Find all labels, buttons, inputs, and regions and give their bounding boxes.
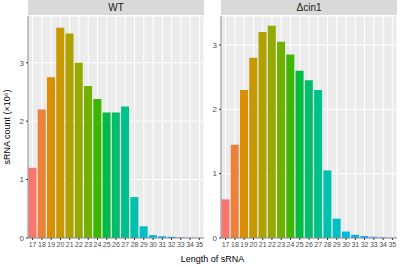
svg-text:20: 20 [57,241,65,248]
svg-text:21: 21 [259,241,267,248]
svg-text:32: 32 [361,241,369,248]
svg-text:25: 25 [296,241,304,248]
svg-text:22: 22 [268,241,276,248]
html-text:Length of sRNA: Length of sRNA [180,254,245,264]
svg-text:0: 0 [213,234,218,243]
svg-text:21: 21 [66,241,74,248]
svg-text:34: 34 [186,241,194,248]
svg-text:23: 23 [277,241,285,248]
svg-text:31: 31 [351,241,359,248]
svg-text:30: 30 [149,241,157,248]
svg-text:31: 31 [158,241,166,248]
svg-text:30: 30 [342,241,350,248]
svg-text:35: 35 [195,241,203,248]
svg-text:3: 3 [20,59,25,68]
svg-text:2: 2 [20,117,25,126]
svg-text:19: 19 [47,241,55,248]
svg-text:18: 18 [231,241,239,248]
svg-text:28: 28 [131,241,139,248]
svg-text:29: 29 [140,241,148,248]
svg-text:1: 1 [20,175,25,184]
svg-text:2: 2 [213,105,218,114]
svg-text:22: 22 [75,241,83,248]
svg-text:24: 24 [287,241,295,248]
svg-text:17: 17 [29,241,37,248]
svg-text:34: 34 [379,241,387,248]
svg-text:0: 0 [20,234,25,243]
svg-text:27: 27 [121,241,129,248]
html-text:sRNA count (×10⁶): sRNA count (×10⁶) [2,89,12,164]
svg-text:28: 28 [324,241,332,248]
svg-text:32: 32 [168,241,176,248]
html-text:Δcin1: Δcin1 [296,2,322,13]
html-text:WT: WT [108,2,124,13]
svg-text:18: 18 [38,241,46,248]
svg-text:20: 20 [250,241,258,248]
svg-text:29: 29 [333,241,341,248]
svg-text:1: 1 [213,169,218,178]
svg-text:3: 3 [213,41,218,50]
svg-text:35: 35 [388,241,392,248]
svg-text:27: 27 [314,241,322,248]
svg-text:23: 23 [84,241,92,248]
svg-text:26: 26 [112,241,120,248]
svg-text:19: 19 [240,241,248,248]
svg-text:25: 25 [103,241,111,248]
svg-text:26: 26 [305,241,313,248]
svg-text:33: 33 [177,241,185,248]
svg-text:17: 17 [222,241,230,248]
svg-text:24: 24 [94,241,102,248]
svg-text:33: 33 [370,241,378,248]
